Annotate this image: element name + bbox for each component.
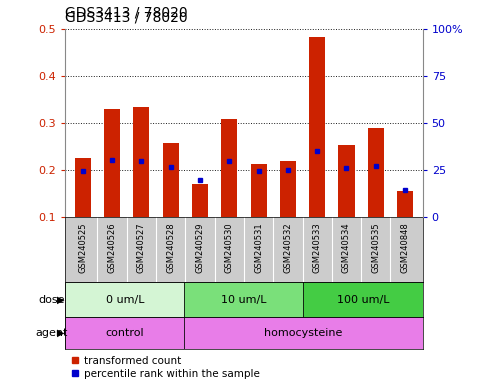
Text: GSM240531: GSM240531 bbox=[254, 222, 263, 273]
Text: GSM240535: GSM240535 bbox=[371, 222, 380, 273]
Text: ▶: ▶ bbox=[57, 328, 64, 338]
Text: GDS3413 / 78020: GDS3413 / 78020 bbox=[65, 5, 188, 19]
Text: homocysteine: homocysteine bbox=[264, 328, 342, 338]
Bar bbox=[133, 108, 149, 217]
Bar bbox=[368, 127, 384, 217]
Text: 10 um/L: 10 um/L bbox=[221, 295, 267, 305]
Text: ▶: ▶ bbox=[57, 295, 64, 305]
Bar bbox=[192, 184, 208, 217]
Bar bbox=[221, 119, 237, 217]
Text: control: control bbox=[105, 328, 144, 338]
Legend: transformed count, percentile rank within the sample: transformed count, percentile rank withi… bbox=[71, 356, 260, 379]
Text: agent: agent bbox=[35, 328, 68, 338]
Text: GSM240526: GSM240526 bbox=[108, 222, 116, 273]
Bar bbox=[163, 143, 179, 217]
Text: 0 um/L: 0 um/L bbox=[105, 295, 144, 305]
Text: GSM240527: GSM240527 bbox=[137, 222, 146, 273]
Bar bbox=[251, 164, 267, 217]
Text: GSM240525: GSM240525 bbox=[78, 222, 87, 273]
Text: GSM240532: GSM240532 bbox=[284, 222, 292, 273]
Text: GSM240533: GSM240533 bbox=[313, 222, 322, 273]
Bar bbox=[75, 158, 91, 217]
Bar bbox=[397, 191, 413, 217]
Bar bbox=[65, 317, 185, 349]
Text: GSM240530: GSM240530 bbox=[225, 222, 234, 273]
Bar bbox=[185, 282, 303, 317]
Text: GSM240848: GSM240848 bbox=[400, 222, 410, 273]
Bar bbox=[185, 317, 423, 349]
Text: GSM240529: GSM240529 bbox=[196, 222, 204, 273]
Bar bbox=[339, 144, 355, 217]
Text: GSM240528: GSM240528 bbox=[166, 222, 175, 273]
Bar bbox=[309, 37, 325, 217]
Bar bbox=[65, 282, 185, 317]
Text: GSM240534: GSM240534 bbox=[342, 222, 351, 273]
Bar bbox=[303, 282, 423, 317]
Text: dose: dose bbox=[39, 295, 65, 305]
Text: 100 um/L: 100 um/L bbox=[337, 295, 389, 305]
Bar bbox=[104, 109, 120, 217]
Bar bbox=[280, 161, 296, 217]
Text: GDS3413 / 78020: GDS3413 / 78020 bbox=[65, 11, 188, 25]
